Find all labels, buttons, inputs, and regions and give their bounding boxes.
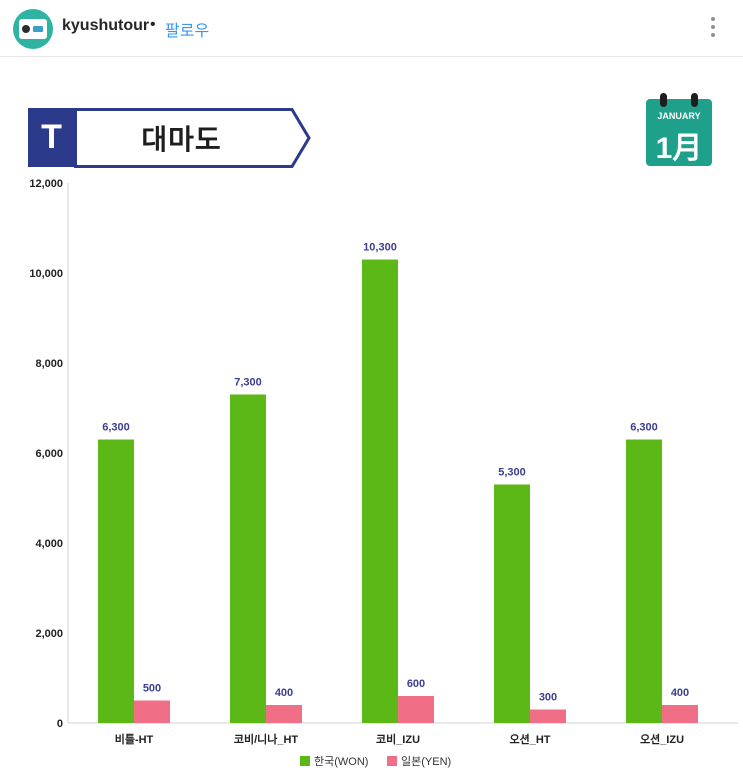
data-label: 500 [143,683,161,695]
bar-yen [134,700,170,723]
x-category-label: 코비_IZU [376,732,420,746]
banner-badge: T [28,108,75,167]
separator-dot: • [150,16,156,33]
legend-label: 한국(WON) [314,755,368,768]
data-label: 10,300 [363,242,397,254]
y-tick-label: 2,000 [35,628,63,640]
avatar-bar [33,26,43,32]
calendar-month: JANUARY [657,111,701,121]
bar-won [230,394,266,723]
x-category-label: 오션_HT [509,733,550,746]
bar-won [494,484,530,723]
x-category-label: 코비/니나_HT [234,732,299,746]
calendar-ring [660,93,667,107]
bar-won [626,439,662,723]
avatar-dot [22,25,30,33]
legend-label: 일본(YEN) [401,754,451,768]
avatar[interactable] [13,9,53,49]
bar-yen [398,696,434,723]
y-tick-label: 0 [57,718,63,730]
legend-swatch [387,756,397,766]
legend-swatch [300,756,310,766]
y-tick-label: 12,000 [29,178,63,190]
x-category-label: 비틀-HT [115,732,154,746]
data-label: 400 [671,687,689,699]
x-category-label: 오션_IZU [640,733,684,746]
calendar-icon: JANUARY 1月 [646,93,712,166]
more-vertical-icon[interactable] [704,14,722,42]
data-label: 600 [407,678,425,690]
y-tick-label: 6,000 [35,448,63,460]
bar-chart: 0 2,000 4,000 6,000 8,000 10,000 12,000 6,300 50… [29,178,738,768]
data-label: 5,300 [498,467,526,479]
y-tick-label: 4,000 [35,538,63,550]
y-tick-label: 8,000 [35,358,63,370]
follow-button[interactable]: 팔로우 [165,23,210,40]
bar-yen [530,709,566,723]
calendar-day: 1月 [655,132,703,165]
data-label: 7,300 [234,377,262,389]
banner-frame [74,108,311,168]
data-label: 6,300 [630,422,658,434]
chart-title: 대마도 [141,124,222,155]
post-header: kyushutour • 팔로우 [0,0,743,57]
data-label: 300 [539,692,557,704]
calendar-ring [691,93,698,107]
bar-won [362,259,398,723]
data-label: 6,300 [102,422,130,434]
username-link[interactable]: kyushutour [62,17,150,34]
bar-won [98,439,134,723]
data-label: 400 [275,687,293,699]
y-tick-label: 10,000 [29,268,63,280]
bar-yen [662,705,698,723]
bar-yen [266,705,302,723]
